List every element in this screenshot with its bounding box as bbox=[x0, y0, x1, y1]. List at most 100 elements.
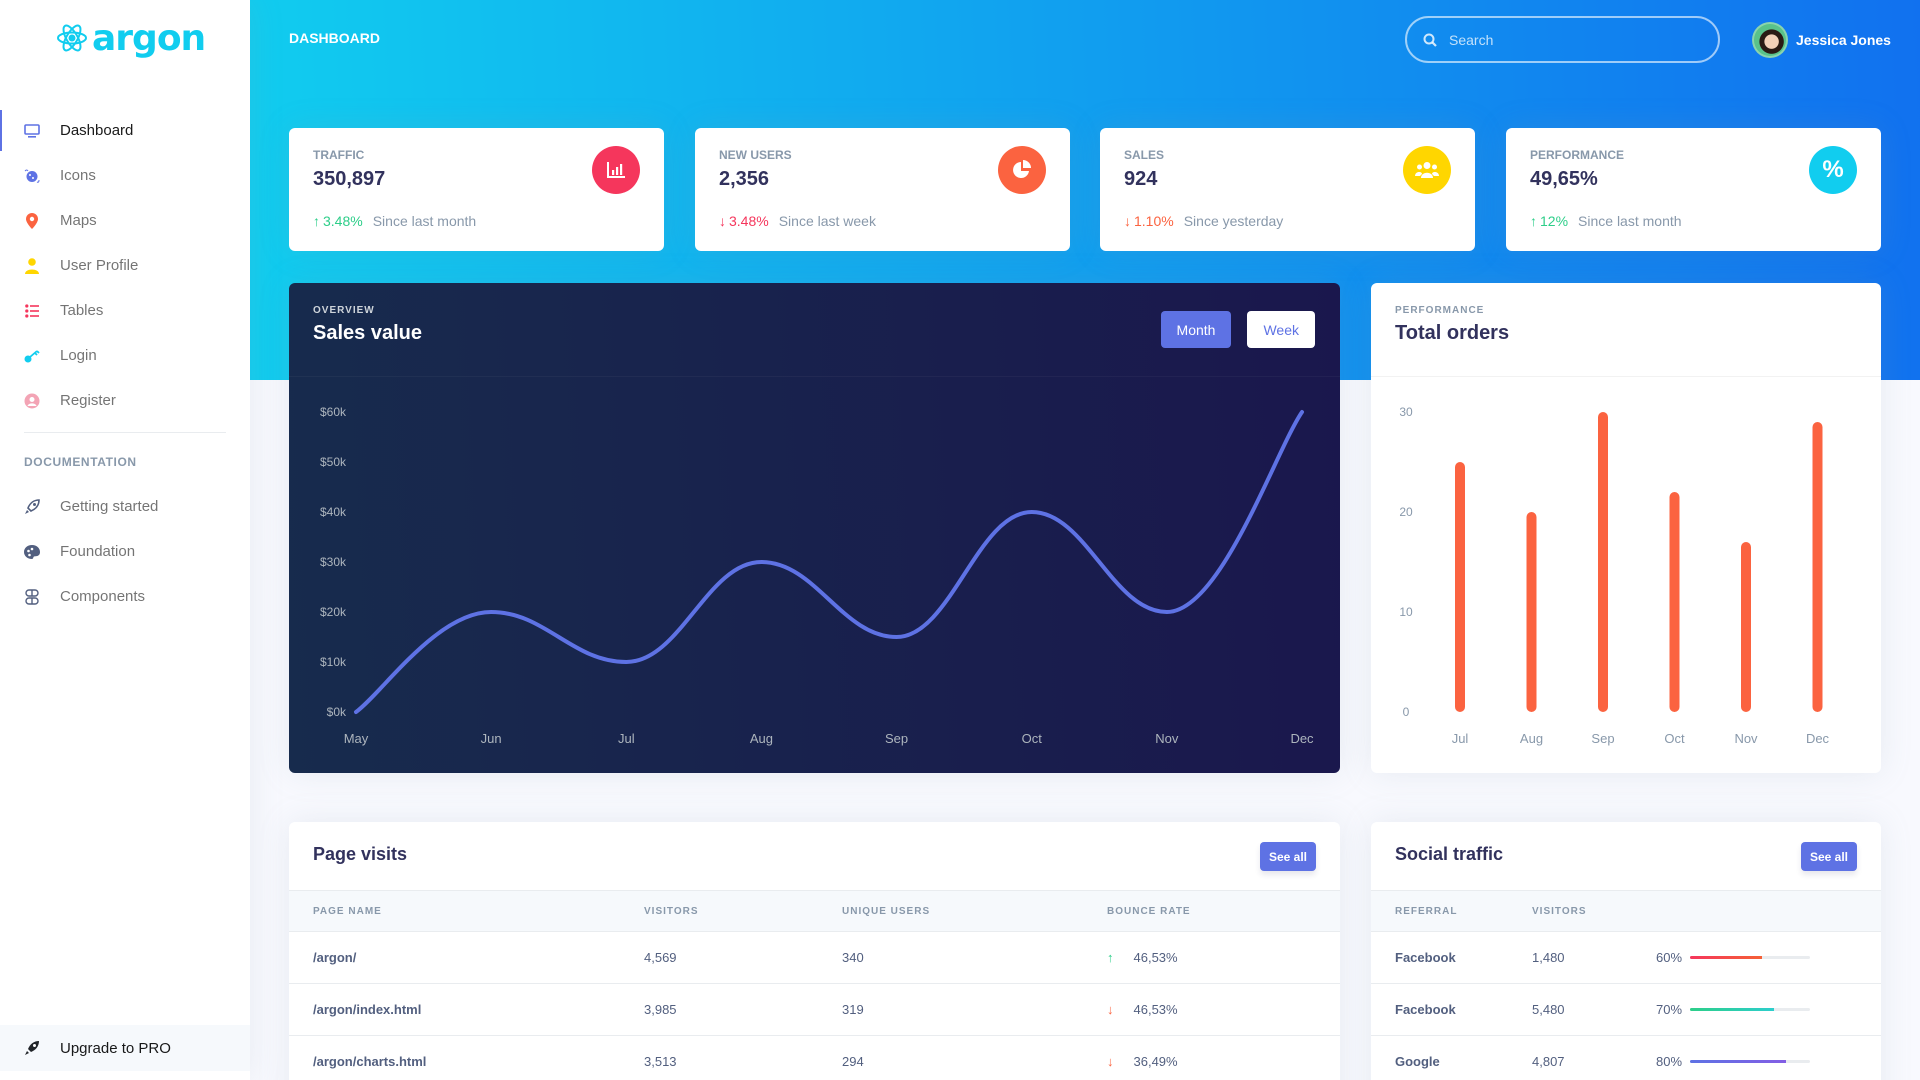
table-row: /argon/charts.html 3,513 294 ↓ 36,49% bbox=[289, 1035, 1340, 1080]
svg-text:Nov: Nov bbox=[1734, 731, 1758, 746]
social-traffic-table: Referral Visitors Facebook 1,480 60% Fac… bbox=[1371, 890, 1881, 1080]
users-icon bbox=[1403, 146, 1451, 194]
svg-text:10: 10 bbox=[1399, 605, 1413, 619]
sidebar: argon Dashboard Icons Maps User Profile bbox=[0, 0, 250, 1080]
sidebar-item-dashboard[interactable]: Dashboard bbox=[0, 108, 250, 153]
page-title[interactable]: Dashboard bbox=[289, 30, 380, 46]
arrow-down-icon: ↓ bbox=[1107, 1054, 1114, 1069]
svg-text:0: 0 bbox=[1403, 705, 1410, 719]
user-name: Jessica Jones bbox=[1796, 32, 1891, 48]
visitors: 3,985 bbox=[620, 983, 818, 1036]
sidebar-item-icons[interactable]: Icons bbox=[0, 153, 250, 198]
svg-text:Oct: Oct bbox=[1664, 731, 1685, 746]
svg-text:Aug: Aug bbox=[1520, 731, 1543, 746]
total-orders-card: Performance Total orders 0 10 20 30 Jul Aug Se… bbox=[1371, 283, 1881, 773]
card-header: Overview Sales value bbox=[289, 283, 1340, 377]
table-row: /argon/ 4,569 340 ↑ 46,53% bbox=[289, 931, 1340, 984]
arrow-down-icon: ↓ bbox=[1107, 1002, 1114, 1017]
rocket-icon bbox=[24, 498, 40, 515]
stat-card-new-users: New users 2,356 ↓ 3.48% Since last week bbox=[695, 128, 1070, 251]
brand-logo[interactable]: argon bbox=[56, 18, 206, 59]
sidebar-item-maps[interactable]: Maps bbox=[0, 198, 250, 243]
sidebar-item-label: Maps bbox=[60, 212, 97, 229]
progress-bar bbox=[1690, 1060, 1811, 1063]
rocket-icon bbox=[24, 1040, 40, 1056]
stat-change: ↑ 3.48% Since last month bbox=[313, 213, 477, 229]
visitors: 5,480 bbox=[1508, 983, 1632, 1036]
search-box[interactable] bbox=[1405, 16, 1720, 63]
sidebar-item-tables[interactable]: Tables bbox=[0, 288, 250, 333]
avatar bbox=[1752, 22, 1788, 58]
column-header[interactable]: Unique users bbox=[818, 890, 1083, 932]
column-header[interactable]: Visitors bbox=[1508, 890, 1632, 932]
svg-text:$40k: $40k bbox=[320, 505, 347, 519]
svg-text:May: May bbox=[344, 731, 369, 746]
sidebar-item-label: User Profile bbox=[60, 257, 139, 274]
stat-change: ↓ 1.10% Since yesterday bbox=[1124, 213, 1284, 229]
svg-text:Sep: Sep bbox=[885, 731, 908, 746]
sidebar-item-label: Dashboard bbox=[60, 122, 134, 139]
upgrade-to-pro-button[interactable]: Upgrade to PRO bbox=[0, 1025, 250, 1071]
column-header[interactable]: Visitors bbox=[620, 890, 818, 932]
card-overline: Performance bbox=[1395, 305, 1485, 316]
column-header[interactable]: Bounce rate bbox=[1083, 890, 1340, 932]
referral: Google bbox=[1371, 1035, 1508, 1080]
column-header[interactable]: Page name bbox=[289, 890, 620, 932]
referral: Facebook bbox=[1371, 931, 1508, 984]
stat-change: ↑ 12% Since last month bbox=[1530, 213, 1682, 229]
card-header: Social traffic See all bbox=[1371, 822, 1881, 890]
sidebar-divider bbox=[24, 432, 226, 433]
progress: 60% bbox=[1632, 931, 1881, 984]
stat-card-performance: Performance 49,65% % ↑ 12% Since last mon… bbox=[1506, 128, 1881, 251]
arrow-down-icon: ↓ bbox=[1124, 213, 1131, 229]
stat-value: 49,65% bbox=[1530, 168, 1598, 190]
week-button[interactable]: Week bbox=[1247, 311, 1315, 348]
svg-text:Oct: Oct bbox=[1022, 731, 1043, 746]
user-menu[interactable]: Jessica Jones bbox=[1752, 22, 1891, 58]
upgrade-label: Upgrade to PRO bbox=[60, 1039, 171, 1057]
documentation-heading: Documentation bbox=[24, 455, 137, 469]
svg-text:$50k: $50k bbox=[320, 455, 347, 469]
documentation-nav: Getting started Foundation Components bbox=[0, 484, 250, 619]
stat-value: 2,356 bbox=[719, 168, 770, 190]
sidebar-item-label: Register bbox=[60, 392, 116, 409]
sidebar-item-label: Components bbox=[60, 588, 146, 605]
svg-text:Aug: Aug bbox=[750, 731, 773, 746]
user-icon bbox=[24, 257, 40, 274]
column-header bbox=[1632, 890, 1881, 932]
card-title: Sales value bbox=[313, 322, 422, 344]
see-all-button[interactable]: See all bbox=[1259, 842, 1316, 871]
period-toggle: Month Week bbox=[1160, 311, 1315, 348]
table-header-row: Referral Visitors bbox=[1371, 890, 1881, 932]
see-all-button[interactable]: See all bbox=[1800, 842, 1857, 871]
unique-users: 319 bbox=[818, 983, 1083, 1036]
card-overline: Overview bbox=[313, 305, 375, 316]
pin-icon bbox=[24, 212, 40, 229]
column-header[interactable]: Referral bbox=[1371, 890, 1508, 932]
sidebar-item-components[interactable]: Components bbox=[0, 574, 250, 619]
social-traffic-card: Social traffic See all Referral Visitors… bbox=[1371, 822, 1881, 1080]
referral: Facebook bbox=[1371, 983, 1508, 1036]
planet-icon bbox=[24, 168, 40, 184]
arrow-down-icon: ↓ bbox=[719, 213, 726, 229]
arrow-up-icon: ↑ bbox=[313, 213, 320, 229]
sidebar-item-label: Getting started bbox=[60, 498, 159, 515]
sidebar-item-label: Foundation bbox=[60, 543, 136, 560]
orders-bar-chart: 0 10 20 30 Jul Aug Sep Oct Nov Dec bbox=[1399, 405, 1829, 746]
sidebar-item-user-profile[interactable]: User Profile bbox=[0, 243, 250, 288]
month-button[interactable]: Month bbox=[1160, 311, 1232, 348]
chart-pie-icon bbox=[998, 146, 1046, 194]
unique-users: 294 bbox=[818, 1035, 1083, 1080]
search-icon bbox=[1423, 33, 1437, 47]
sidebar-item-login[interactable]: Login bbox=[0, 333, 250, 378]
svg-text:Jun: Jun bbox=[481, 731, 502, 746]
progress-bar bbox=[1690, 1008, 1811, 1011]
sidebar-item-register[interactable]: Register bbox=[0, 378, 250, 423]
visitors: 4,569 bbox=[620, 931, 818, 984]
stat-card-traffic: Traffic 350,897 ↑ 3.48% Since last month bbox=[289, 128, 664, 251]
stat-value: 350,897 bbox=[313, 168, 386, 190]
table-row: Google 4,807 80% bbox=[1371, 1035, 1881, 1080]
sidebar-item-foundation[interactable]: Foundation bbox=[0, 529, 250, 574]
search-input[interactable] bbox=[1449, 31, 1709, 48]
sidebar-item-getting-started[interactable]: Getting started bbox=[0, 484, 250, 529]
